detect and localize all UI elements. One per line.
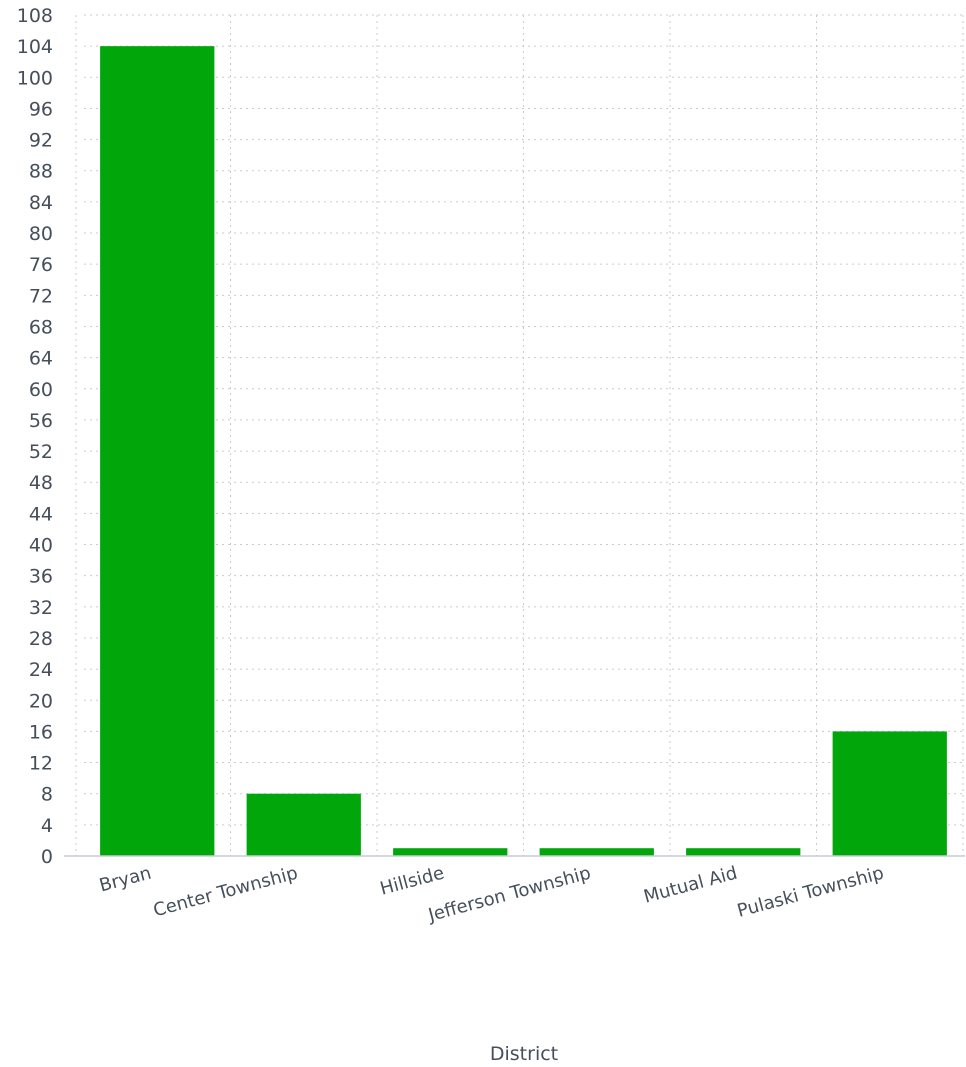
bar — [539, 848, 654, 856]
y-tick-label: 80 — [29, 223, 53, 245]
y-tick-label: 72 — [29, 285, 53, 307]
y-tick-label: 56 — [29, 410, 53, 432]
y-tick-label: 108 — [17, 5, 53, 27]
y-tick-label: 52 — [29, 441, 53, 463]
bar — [246, 793, 361, 856]
y-tick-label: 16 — [29, 721, 53, 743]
y-tick-label: 60 — [29, 379, 53, 401]
grid-lines — [75, 14, 964, 856]
x-tick-label: Bryan — [97, 863, 153, 897]
y-tick-label: 88 — [29, 161, 53, 183]
y-tick-label: 68 — [29, 316, 53, 338]
y-tick-label: 104 — [17, 36, 53, 58]
x-tick-label: Mutual Aid — [641, 863, 739, 908]
y-tick-label: 100 — [17, 67, 53, 89]
y-tick-label: 20 — [29, 690, 53, 712]
y-tick-label: 48 — [29, 472, 53, 494]
bars — [100, 46, 947, 857]
bar — [832, 731, 947, 856]
x-tick-label: Pulaski Township — [735, 863, 886, 922]
bar — [686, 848, 801, 856]
y-tick-label: 8 — [41, 784, 53, 806]
x-tick-label: Jefferson Township — [425, 863, 593, 927]
y-tick-label: 84 — [29, 192, 53, 214]
y-tick-label: 40 — [29, 535, 53, 557]
bar — [100, 46, 215, 857]
y-tick-label: 32 — [29, 597, 53, 619]
y-tick-label: 96 — [29, 98, 53, 120]
x-tick-label: Center Township — [151, 863, 300, 922]
y-axis-ticks: 0481216202428323640444852566064687276808… — [17, 5, 53, 868]
x-tick-label: Hillside — [378, 863, 447, 900]
y-tick-label: 28 — [29, 628, 53, 650]
y-tick-label: 64 — [29, 348, 53, 370]
y-tick-label: 0 — [41, 846, 53, 868]
bar — [393, 848, 508, 856]
y-tick-label: 12 — [29, 753, 53, 775]
y-tick-label: 76 — [29, 254, 53, 276]
y-tick-label: 44 — [29, 503, 53, 525]
y-tick-label: 92 — [29, 130, 53, 152]
x-axis-title: District — [490, 1043, 558, 1065]
y-tick-label: 36 — [29, 566, 53, 588]
y-tick-label: 4 — [41, 815, 53, 837]
y-tick-label: 24 — [29, 659, 53, 681]
